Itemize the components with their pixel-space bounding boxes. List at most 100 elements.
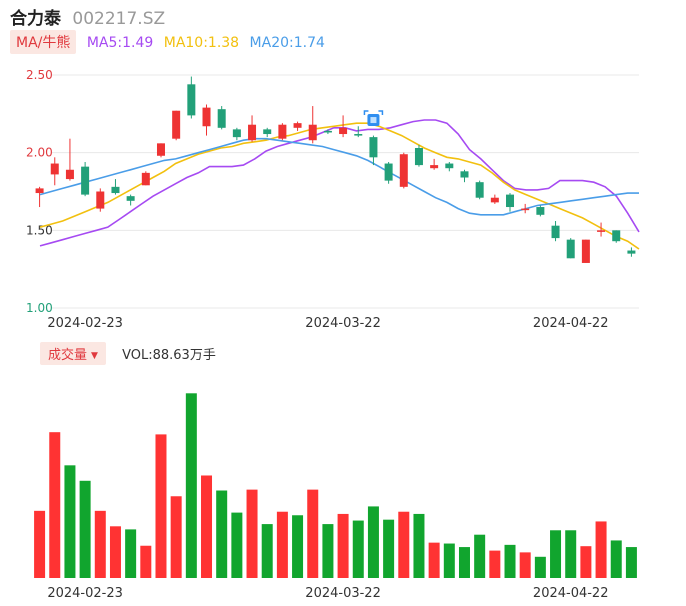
- candle: [581, 239, 590, 263]
- ma-toggle-button[interactable]: MA/牛熊: [10, 30, 77, 54]
- candle: [339, 115, 348, 138]
- volume-bar: [383, 519, 395, 578]
- marker-inner: [370, 117, 377, 124]
- volume-bar: [170, 496, 182, 578]
- candlestick-series: [35, 76, 636, 263]
- candle: [50, 157, 59, 186]
- candle-body: [50, 163, 59, 175]
- y-tick-label: 1.00: [26, 301, 53, 315]
- candle: [384, 161, 393, 184]
- candle: [551, 221, 560, 242]
- ma10-value: MA10:1.38: [163, 35, 240, 51]
- candle: [323, 129, 332, 135]
- volume-bar: [428, 542, 440, 578]
- candle: [612, 230, 621, 243]
- candle-body: [126, 196, 135, 201]
- ma20-line: [39, 137, 639, 216]
- candle-body: [308, 124, 317, 141]
- volume-bar: [79, 480, 91, 578]
- marker-bracket: [363, 110, 384, 116]
- volume-indicator-dropdown[interactable]: 成交量 ▼: [40, 342, 106, 365]
- y-tick-label: 2.50: [26, 68, 53, 82]
- volume-bar: [185, 393, 197, 578]
- volume-bar: [216, 490, 228, 578]
- candle: [521, 203, 530, 214]
- volume-bar: [519, 552, 531, 578]
- candle: [430, 158, 439, 170]
- candle-body: [475, 182, 484, 198]
- candle: [627, 247, 636, 257]
- candle-body: [521, 208, 530, 211]
- x-tick-label: 2024-03-22: [305, 586, 381, 601]
- x-tick-label: 2024-04-22: [533, 586, 609, 601]
- ma10-line: [39, 122, 640, 250]
- volume-bar: [49, 432, 61, 578]
- volume-bar: [292, 515, 304, 578]
- price-axis-ticks: 2.50 2.00 1.50 1.00: [26, 68, 53, 315]
- candle: [126, 194, 135, 206]
- candle-body: [399, 154, 408, 187]
- volume-bar: [580, 546, 592, 578]
- volume-bar: [474, 534, 486, 578]
- y-tick-label: 2.00: [26, 146, 53, 160]
- volume-bar: [140, 545, 152, 578]
- candle: [490, 194, 499, 204]
- marker-icon: [363, 110, 384, 127]
- candle-body: [445, 163, 454, 169]
- candle: [566, 238, 575, 259]
- volume-bar: [307, 489, 319, 578]
- candle: [475, 180, 484, 200]
- candle: [65, 138, 74, 181]
- volume-bar: [34, 510, 46, 578]
- candle-body: [217, 109, 226, 128]
- x-tick-label: 2024-02-23: [47, 586, 123, 601]
- stock-title: 合力泰 002217.SZ: [10, 4, 165, 29]
- y-tick-label: 1.50: [26, 223, 53, 237]
- candle: [597, 222, 606, 237]
- candle: [414, 144, 423, 167]
- candle-body: [278, 124, 287, 139]
- candle-body: [551, 225, 560, 239]
- candle: [232, 127, 241, 141]
- candle-body: [172, 110, 181, 139]
- candle-body: [369, 137, 378, 158]
- candle-body: [490, 197, 499, 203]
- stock-name: 合力泰: [10, 9, 61, 29]
- stock-code: 002217.SZ: [72, 9, 166, 29]
- candle: [111, 179, 120, 195]
- volume-bar: [246, 489, 258, 578]
- candle: [81, 161, 90, 197]
- candle: [141, 171, 150, 186]
- volume-bar: [489, 550, 501, 578]
- candle-body: [202, 107, 211, 127]
- candle: [202, 104, 211, 136]
- candle-body: [339, 127, 348, 135]
- highlight-marker: [363, 110, 384, 127]
- candle-body: [187, 84, 196, 116]
- candle-body: [323, 130, 332, 133]
- volume-bar: [458, 547, 470, 578]
- candle: [536, 205, 545, 217]
- candle: [172, 110, 181, 141]
- candle-body: [354, 134, 363, 136]
- price-date-axis: 2024-02-23 2024-03-22 2024-04-22: [47, 316, 608, 331]
- candle-body: [96, 191, 105, 209]
- volume-value: VOL:88.63万手: [122, 348, 216, 363]
- volume-indicator-label: 成交量: [48, 348, 88, 363]
- candle: [217, 106, 226, 130]
- candle: [308, 106, 317, 144]
- x-tick-label: 2024-03-22: [305, 316, 381, 331]
- volume-bar: [367, 506, 379, 578]
- candle: [248, 115, 257, 142]
- candle-body: [35, 188, 44, 194]
- candle-body: [111, 186, 120, 194]
- candle-body: [581, 239, 590, 263]
- volume-bar: [595, 521, 607, 578]
- candle-body: [248, 124, 257, 141]
- volume-bar: [125, 529, 137, 578]
- volume-bar: [443, 543, 455, 578]
- volume-bar: [109, 526, 121, 578]
- candle-body: [414, 148, 423, 166]
- volume-bar: [337, 513, 349, 578]
